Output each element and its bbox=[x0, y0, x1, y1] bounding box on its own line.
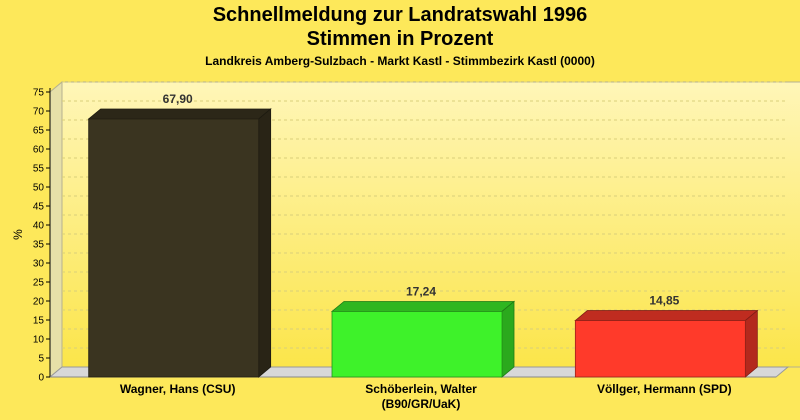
y-tick-label: 25 bbox=[33, 278, 45, 289]
y-tick-label: 20 bbox=[33, 297, 45, 308]
y-tick-label: 45 bbox=[33, 202, 45, 213]
y-axis-label: % bbox=[11, 229, 25, 240]
bar-side bbox=[258, 108, 272, 378]
chart-caption: Landkreis Amberg-Sulzbach - Markt Kastl … bbox=[205, 54, 595, 68]
bar-side bbox=[501, 300, 515, 378]
data-label: 67,90 bbox=[163, 92, 193, 106]
y-tick-label: 30 bbox=[33, 259, 45, 270]
y-tick-label: 65 bbox=[33, 126, 45, 137]
bar-side bbox=[744, 309, 758, 378]
y-tick-label: 75 bbox=[33, 88, 45, 99]
y-tick-label: 55 bbox=[33, 164, 45, 175]
y-tick-label: 0 bbox=[38, 373, 44, 384]
y-tick-label: 70 bbox=[33, 107, 45, 118]
category-label: (B90/GR/UaK) bbox=[382, 397, 461, 411]
bar-top bbox=[330, 301, 516, 312]
y-tick-label: 10 bbox=[33, 335, 45, 346]
data-label: 14,85 bbox=[649, 294, 679, 308]
category-label: Wagner, Hans (CSU) bbox=[120, 382, 236, 396]
left-wall bbox=[49, 80, 63, 379]
bar-top bbox=[574, 310, 759, 321]
y-tick-label: 40 bbox=[33, 221, 45, 232]
bar bbox=[331, 311, 503, 378]
y-tick-label: 5 bbox=[38, 354, 44, 365]
y-tick-label: 15 bbox=[33, 316, 45, 327]
bar bbox=[574, 320, 746, 378]
y-tick-label: 35 bbox=[33, 240, 45, 251]
category-label: Völlger, Hermann (SPD) bbox=[597, 382, 732, 396]
y-tick-label: 50 bbox=[33, 183, 45, 194]
y-tick-label: 60 bbox=[33, 145, 45, 156]
data-label: 17,24 bbox=[406, 284, 436, 298]
category-label: Schöberlein, Walter bbox=[365, 382, 477, 396]
bar-top bbox=[87, 108, 272, 120]
bar bbox=[88, 118, 260, 378]
chart-title: Schnellmeldung zur Landratswahl 1996 bbox=[212, 4, 588, 26]
chart-subtitle: Stimmen in Prozent bbox=[306, 28, 494, 50]
